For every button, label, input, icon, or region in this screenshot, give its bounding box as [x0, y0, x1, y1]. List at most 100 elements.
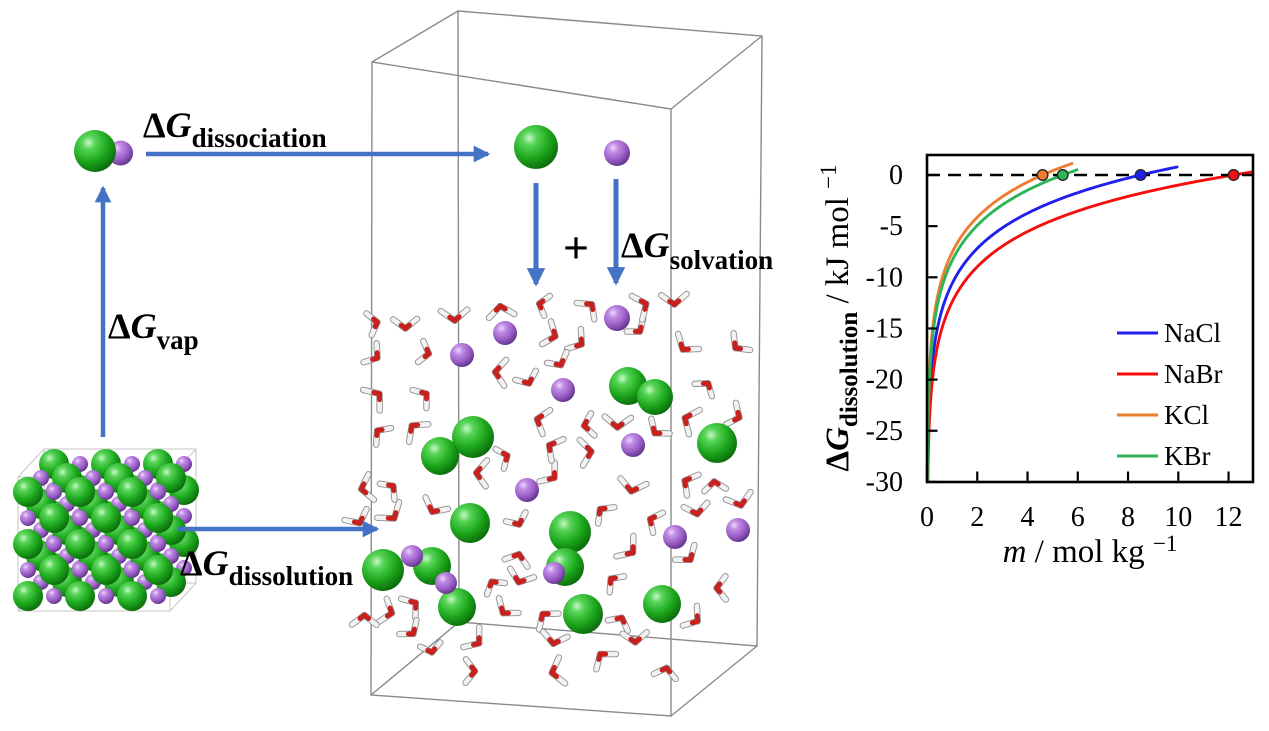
water-oxygen	[688, 552, 695, 563]
gas-ion-pair	[74, 130, 133, 172]
solution-molecules	[341, 290, 754, 687]
water-molecule	[593, 650, 620, 673]
y-tick-label: -10	[866, 262, 903, 293]
water-oxygen	[596, 651, 603, 662]
water-molecule	[722, 488, 754, 509]
water-oxygen	[357, 515, 365, 526]
solution-cation-sphere	[549, 511, 591, 553]
water-oxygen	[614, 615, 625, 622]
water-oxygen	[732, 345, 744, 352]
crystal-anion-sphere	[124, 562, 140, 578]
solution-anion-sphere	[515, 478, 539, 502]
plus-sign: +	[563, 222, 589, 273]
water-oxygen	[659, 665, 670, 673]
solution-anion-sphere	[450, 343, 474, 367]
water-oxygen	[511, 551, 522, 559]
water-molecule	[409, 386, 430, 412]
water-molecule	[405, 420, 432, 446]
water-oxygen	[714, 585, 723, 595]
crystal-cation-sphere	[91, 503, 121, 533]
water-molecule	[576, 436, 595, 469]
crystal-cation-sphere	[13, 477, 43, 507]
water-oxygen	[694, 507, 704, 517]
water-oxygen	[536, 301, 544, 311]
solution-cation-sphere	[563, 594, 603, 634]
label-delta-g-vap: ΔGvap	[108, 306, 199, 355]
solution-cation-sphere	[362, 549, 404, 591]
separated-gas-ions	[514, 125, 630, 169]
water-oxygen	[708, 479, 717, 488]
water-molecule	[372, 424, 395, 448]
x-tick-label: 6	[1071, 502, 1085, 533]
y-tick-label: -30	[866, 467, 903, 498]
water-molecule	[538, 318, 559, 348]
plot-frame	[925, 153, 1255, 484]
chart-legend: NaCl NaBr KCl KBr	[1117, 318, 1222, 471]
water-molecule	[389, 315, 421, 332]
water-oxygen	[526, 376, 534, 386]
water-molecule	[722, 399, 743, 428]
water-oxygen	[538, 611, 545, 622]
water-molecule	[701, 478, 730, 495]
water-oxygen	[357, 612, 367, 621]
solution-cation-sphere	[697, 423, 737, 463]
water-oxygen	[424, 346, 432, 357]
crystal-cation-sphere	[65, 477, 95, 507]
solution-anion-sphere	[493, 321, 517, 345]
crystal-cation-sphere	[39, 555, 69, 585]
solution-cation-sphere	[450, 503, 490, 543]
water-molecule	[535, 610, 562, 633]
water-molecule	[646, 509, 666, 537]
crystal-anion-sphere	[150, 484, 166, 500]
water-oxygen	[735, 409, 742, 420]
water-oxygen	[549, 670, 560, 680]
water-oxygen	[738, 498, 747, 508]
water-oxygen	[632, 636, 642, 645]
water-oxygen	[452, 314, 462, 324]
water-molecule	[650, 664, 679, 683]
saturation-point-KBr	[1056, 169, 1069, 181]
water-molecule	[506, 565, 538, 586]
water-molecule	[648, 415, 673, 437]
crystal-cation-sphere	[91, 555, 121, 585]
dissolution-free-energy-chart: 0 2 4 6 8 10 12 0 -5 -10 -15 -20 -25 -30 NaCl NaBr KCl K…	[816, 153, 1255, 570]
water-molecule	[396, 616, 420, 638]
water-molecule	[473, 457, 491, 490]
water-molecule	[691, 380, 716, 400]
water-molecule	[617, 475, 650, 495]
water-molecule	[422, 494, 452, 516]
water-oxygen	[516, 578, 527, 585]
saturation-markers	[1036, 169, 1240, 181]
saturation-point-NaBr	[1227, 169, 1240, 181]
water-molecule	[492, 445, 511, 472]
crystal-cation-sphere	[117, 529, 147, 559]
water-molecule	[491, 356, 510, 389]
water-oxygen	[546, 442, 553, 454]
water-oxygen	[408, 423, 415, 434]
y-tick-label: -15	[866, 313, 903, 344]
water-molecule	[376, 480, 398, 503]
water-oxygen	[516, 517, 524, 527]
water-molecule	[363, 310, 381, 339]
crystal-cation-sphere	[65, 529, 95, 559]
water-molecule	[681, 471, 702, 499]
water-molecule	[460, 624, 483, 651]
water-oxygen	[638, 298, 649, 307]
label-delta-g-solvation: ΔGsolvation	[621, 225, 773, 275]
pair-cation-sphere	[74, 130, 116, 172]
crystal-anion-sphere	[46, 588, 62, 604]
water-molecule	[501, 550, 531, 570]
water-oxygen	[386, 482, 396, 489]
x-axis-label: m / mol kg −1	[1003, 531, 1178, 570]
x-tick-label: 2	[970, 502, 984, 533]
water-molecule	[543, 348, 570, 369]
crystal-cation-sphere	[39, 503, 69, 533]
water-molecule	[681, 406, 703, 438]
water-oxygen	[429, 646, 438, 655]
water-oxygen	[419, 389, 429, 397]
water-oxygen	[628, 486, 640, 494]
solution-anion-sphere	[726, 518, 750, 542]
label-delta-g-dissociation: ΔGdissociation	[143, 105, 327, 153]
saturation-point-NaCl	[1134, 169, 1147, 181]
